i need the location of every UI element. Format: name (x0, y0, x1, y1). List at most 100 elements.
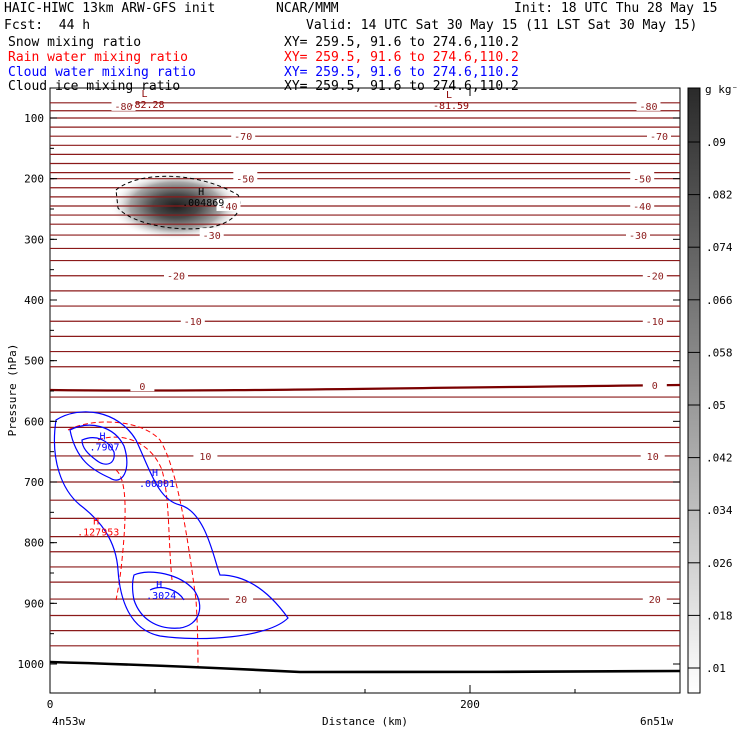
contour-label-bg (636, 98, 661, 111)
legend-rain-xy: XY= 259.5, 91.6 to 274.6,110.2 (284, 50, 519, 65)
temperature-label: -10 (184, 317, 202, 328)
temperature-contour (50, 468, 680, 471)
org-label: NCAR/MMM (276, 1, 339, 16)
contour-label-bg (642, 268, 667, 281)
temperature-label: 20 (649, 595, 661, 606)
contour-label-bg (647, 129, 671, 142)
temperature-contour (50, 550, 680, 553)
y-tick-label: 700 (24, 476, 44, 489)
temperature-contour (50, 259, 680, 262)
colorbar-label: .066 (706, 294, 733, 307)
y-tick-label: 800 (24, 537, 44, 550)
legend-cloudice-xy: XY= 259.5, 91.6 to 274.6,110.2 (284, 79, 519, 94)
temperature-contours (50, 101, 680, 647)
temperature-contour (50, 126, 680, 128)
contour-label-bg (640, 448, 665, 461)
contour-label-bg (630, 171, 655, 184)
extremum-value: .3024 (146, 591, 176, 602)
legend-cloudwater-label: Cloud water mixing ratio (8, 65, 196, 80)
cloud-ice-contour (115, 175, 241, 230)
contour-label-bg (642, 314, 667, 327)
contour-label-bg (164, 268, 188, 281)
temperature-label: -70 (650, 132, 668, 143)
extremum-mark: H (93, 516, 99, 527)
temperature-contour (50, 117, 680, 119)
extremum-mark: H (198, 187, 204, 198)
y-tick-label: 200 (24, 173, 44, 186)
y-tick-label: 300 (24, 233, 44, 246)
contour-label-bg (229, 592, 254, 605)
colorbar-label: .05 (706, 399, 726, 412)
contour-label-bg (111, 98, 136, 111)
x-axis-title: Distance (km) (322, 715, 408, 728)
contour-label-bg (642, 592, 667, 605)
colorbar-unit: g kg⁻¹ (705, 83, 740, 96)
extremum-value: .7907 (89, 443, 119, 454)
colorbar-label: .034 (706, 504, 733, 517)
model-title: HAIC-HIWC 13km ARW-GFS init (4, 1, 216, 16)
temperature-contour (50, 350, 680, 353)
colorbar-label: .074 (706, 241, 733, 254)
extremum-mark: L (141, 89, 147, 100)
contour-label-bg (216, 198, 241, 211)
temperature-label: -10 (646, 317, 664, 328)
temperature-label: -80 (114, 102, 132, 113)
temperature-contour (50, 153, 680, 156)
cloud-water-contours (53, 411, 289, 640)
temperature-contour (50, 598, 680, 600)
colorbar-label: .082 (706, 189, 733, 202)
temperature-label: 0 (139, 382, 145, 393)
temperature-label: -20 (646, 272, 664, 283)
colorbar-label: .042 (706, 452, 733, 465)
contour-labels: -80 -80 -70 -70 -50 -50 -40 -40 -30 -30 -20 -20 -10 -… (111, 98, 671, 606)
y-tick-label: 100 (24, 112, 44, 125)
contour-label-bg (130, 379, 155, 392)
temperature-contour (50, 274, 680, 277)
legend-cloudice-label: Cloud ice mixing ratio (8, 79, 181, 94)
extremum-value: -81.59 (433, 101, 469, 112)
extremum-value: .004869 (182, 198, 224, 209)
init-time: Init: 18 UTC Thu 28 May 15 (514, 1, 718, 16)
extremum-mark: H (99, 432, 105, 443)
colorbar: .09 .082 .074 .066 .058 .05 .042 .034 .026 .018 .0… (687, 83, 740, 694)
forecast-hour: Fcst: 44 h (4, 18, 91, 33)
contour-label-bg (630, 198, 655, 211)
temperature-contour (50, 223, 680, 226)
temperature-contour (50, 517, 680, 520)
contour-label-bg (642, 377, 667, 390)
legend-snow-label: Snow mixing ratio (8, 35, 142, 50)
temperature-label: -70 (234, 132, 252, 143)
y-tick-label: 400 (24, 294, 44, 307)
temperature-label: 10 (647, 452, 659, 463)
x-tick-label: 200 (460, 698, 480, 711)
temperature-contour (50, 644, 680, 647)
temperature-contour (50, 614, 680, 617)
temperature-contour (50, 144, 680, 147)
temperature-contour (50, 365, 680, 368)
temperature-label: -40 (219, 202, 237, 213)
temperature-label: -40 (633, 202, 651, 213)
temperature-contour (50, 195, 680, 198)
y-tick-label: 1000 (18, 658, 45, 671)
temperature-contour (50, 426, 680, 429)
extremum-value: .127953 (77, 527, 119, 538)
colorbar-label: .018 (706, 609, 733, 622)
temperature-label: -20 (167, 272, 185, 283)
temperature-contour (50, 205, 680, 207)
temperature-contour (50, 499, 680, 502)
colorbar-label: .058 (706, 346, 733, 359)
temperature-label: 0 (652, 381, 658, 392)
temperature-contour (50, 305, 680, 307)
temperature-contour (50, 320, 680, 323)
x-axis: 0 200 (47, 88, 576, 711)
temperature-contour (50, 566, 680, 568)
temperature-contour (50, 177, 680, 180)
freezing-level-line (50, 383, 680, 392)
y-tick-label: 900 (24, 597, 44, 610)
terrain-line (50, 660, 680, 674)
colorbar-label: .01 (706, 662, 726, 675)
y-tick-label: 600 (24, 415, 44, 428)
valid-time: Valid: 14 UTC Sat 30 May 15 (11 LST Sat … (306, 18, 698, 33)
